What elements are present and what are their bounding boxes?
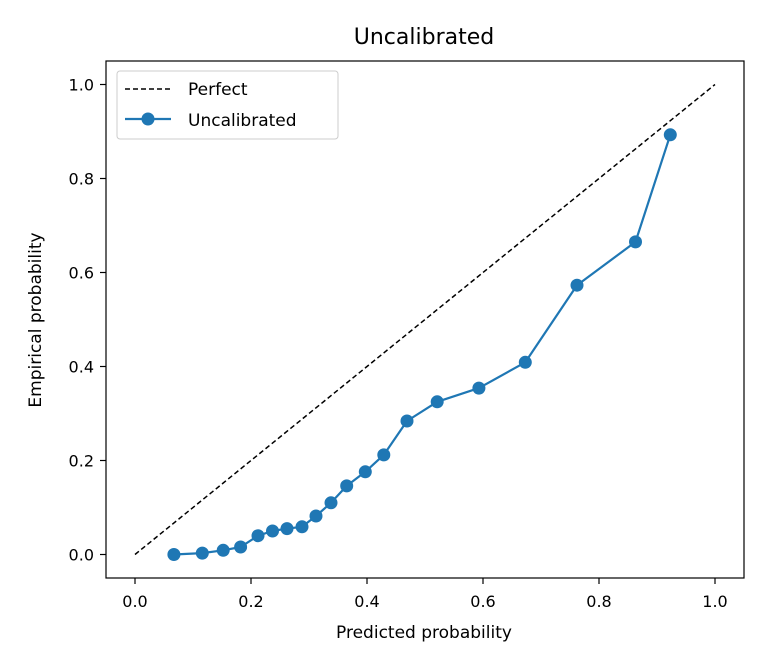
data-point-uncalibrated-3 [234, 540, 248, 554]
x-tick-label: 0.2 [238, 592, 263, 611]
data-point-uncalibrated-13 [400, 414, 414, 428]
data-point-uncalibrated-18 [629, 235, 642, 249]
x-tick-label: 0.0 [122, 592, 147, 611]
y-tick-label: 0.0 [69, 546, 94, 565]
ticks-layer: 0.0 0.2 0.4 0.6 0.8 1.0 0.0 0.2 0.4 0.6 0.8 1.0 [69, 76, 728, 612]
x-axis-label: Predicted probability [336, 623, 512, 643]
y-tick-label: 0.8 [69, 170, 94, 189]
data-point-uncalibrated-0 [167, 548, 181, 561]
plot-layer [134, 83, 716, 561]
legend-box [116, 70, 339, 140]
x-tick-label: 0.4 [354, 592, 379, 611]
x-tick-label: 0.6 [470, 592, 495, 611]
series-line-perfect [134, 83, 716, 556]
data-point-uncalibrated-6 [280, 522, 294, 536]
data-point-uncalibrated-16 [518, 355, 532, 369]
data-point-uncalibrated-4 [251, 529, 265, 543]
y-axis-label: Empirical probability [26, 232, 46, 407]
data-point-uncalibrated-1 [195, 546, 209, 560]
x-tick-label: 0.8 [586, 592, 611, 611]
y-tick-label: 0.6 [69, 264, 94, 283]
series-line-uncalibrated [173, 134, 672, 556]
data-point-uncalibrated-14 [430, 395, 444, 409]
data-point-uncalibrated-19 [663, 128, 677, 142]
data-point-uncalibrated-17 [570, 278, 584, 292]
data-point-uncalibrated-15 [472, 381, 486, 395]
data-point-uncalibrated-11 [358, 465, 372, 479]
data-point-uncalibrated-9 [324, 496, 338, 510]
plot-area-frame [105, 60, 745, 579]
data-point-uncalibrated-5 [266, 524, 279, 538]
legend: Perfect Uncalibrated [116, 70, 339, 140]
x-tick-label: 1.0 [702, 592, 727, 611]
legend-label-perfect: Perfect [188, 80, 248, 100]
data-point-uncalibrated-12 [377, 448, 391, 462]
data-point-uncalibrated-2 [216, 543, 230, 557]
data-point-uncalibrated-7 [295, 520, 309, 534]
legend-label-uncalibrated: Uncalibrated [188, 111, 297, 131]
y-tick-label: 0.4 [69, 358, 94, 377]
y-tick-label: 1.0 [69, 76, 94, 95]
data-point-uncalibrated-10 [340, 479, 354, 493]
data-point-uncalibrated-8 [309, 509, 323, 523]
chart-title: Uncalibrated [354, 25, 494, 50]
y-tick-label: 0.2 [69, 452, 94, 471]
legend-marker-uncalibrated [141, 112, 155, 126]
